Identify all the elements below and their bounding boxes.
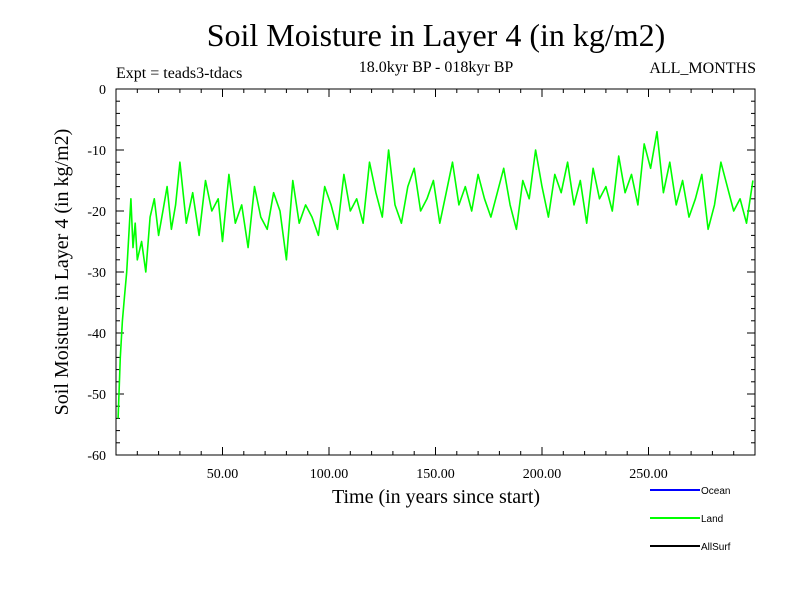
x-tick-label: 250.00: [629, 467, 668, 482]
series-line-land: [117, 130, 754, 419]
legend-label-ocean: Ocean: [701, 486, 730, 497]
y-tick-label: -40: [87, 327, 106, 342]
x-tick-label: 150.00: [416, 467, 455, 482]
y-tick-label: -20: [87, 205, 106, 220]
chart-title: Soil Moisture in Layer 4 (in kg/m2): [207, 17, 666, 53]
y-tick-label: 0: [99, 83, 106, 98]
y-tick-label: -50: [87, 388, 106, 403]
legend: Ocean Land AllSurf: [650, 486, 731, 553]
x-tick-label: 50.00: [207, 467, 239, 482]
y-axis-label: Soil Moisture in Layer 4 (in kg/m2): [51, 129, 73, 416]
months-label: ALL_MONTHS: [649, 60, 756, 77]
legend-label-allsurf: AllSurf: [701, 542, 731, 553]
experiment-label: Expt = teads3-tdacs: [116, 65, 242, 82]
legend-label-land: Land: [701, 514, 723, 525]
x-tick-label: 100.00: [310, 467, 349, 482]
y-tick-label: -10: [87, 144, 106, 159]
plot-frame: [115, 88, 756, 456]
y-tick-label: -30: [87, 266, 106, 281]
y-tick-label: -60: [87, 449, 106, 464]
x-axis-label: Time (in years since start): [332, 486, 540, 508]
period-label: 18.0kyr BP - 018kyr BP: [359, 59, 514, 76]
x-tick-label: 200.00: [523, 467, 562, 482]
